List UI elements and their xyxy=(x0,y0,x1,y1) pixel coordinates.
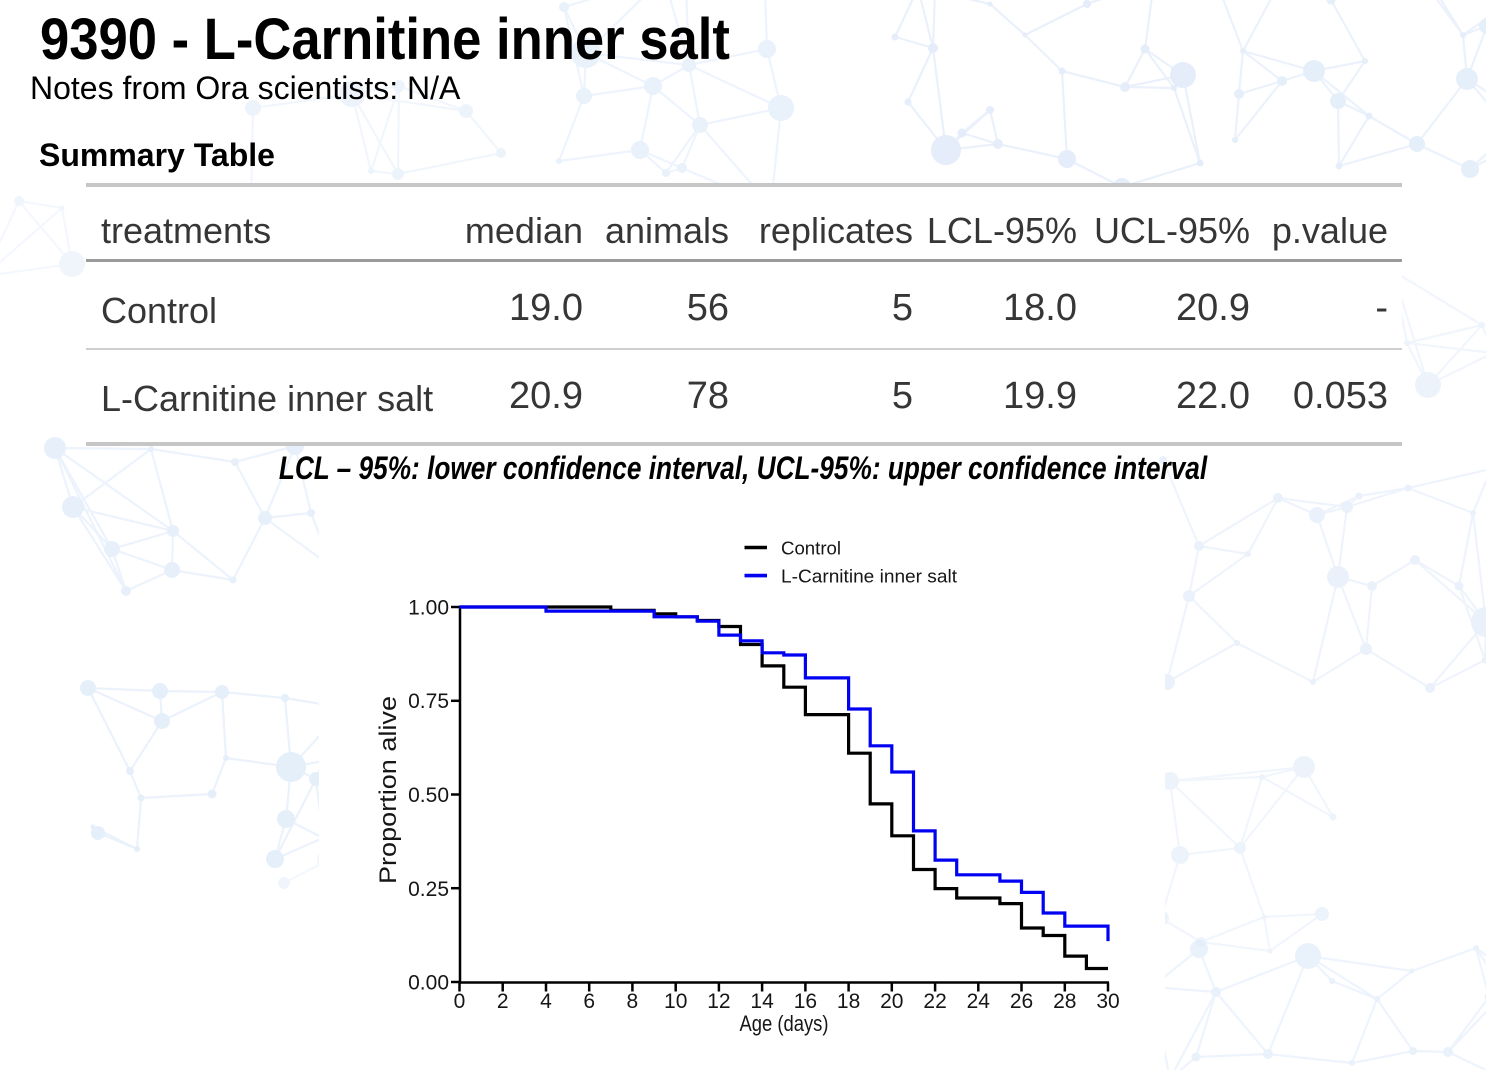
svg-text:0.25: 0.25 xyxy=(408,878,449,901)
svg-text:18: 18 xyxy=(837,990,860,1013)
svg-text:14: 14 xyxy=(750,990,774,1013)
svg-text:26: 26 xyxy=(1010,990,1033,1013)
svg-text:20: 20 xyxy=(880,990,903,1013)
svg-text:8: 8 xyxy=(627,990,639,1013)
svg-text:0.50: 0.50 xyxy=(408,784,449,807)
svg-text:4: 4 xyxy=(540,990,552,1013)
svg-text:22: 22 xyxy=(923,990,946,1013)
svg-text:30: 30 xyxy=(1096,990,1119,1013)
svg-text:Control: Control xyxy=(781,538,841,559)
svg-text:28: 28 xyxy=(1053,990,1076,1013)
svg-text:6: 6 xyxy=(583,990,595,1013)
svg-text:12: 12 xyxy=(707,990,730,1013)
svg-text:Proportion alive: Proportion alive xyxy=(375,696,402,884)
svg-text:Age (days): Age (days) xyxy=(740,1011,829,1036)
svg-text:0.75: 0.75 xyxy=(408,690,449,713)
svg-text:0.00: 0.00 xyxy=(408,972,449,995)
svg-text:10: 10 xyxy=(664,990,687,1013)
svg-text:24: 24 xyxy=(967,990,991,1013)
svg-text:2: 2 xyxy=(497,990,509,1013)
svg-text:L-Carnitine inner salt: L-Carnitine inner salt xyxy=(781,566,957,587)
svg-text:0: 0 xyxy=(454,990,466,1013)
svg-text:16: 16 xyxy=(794,990,817,1013)
svg-text:1.00: 1.00 xyxy=(408,597,449,620)
